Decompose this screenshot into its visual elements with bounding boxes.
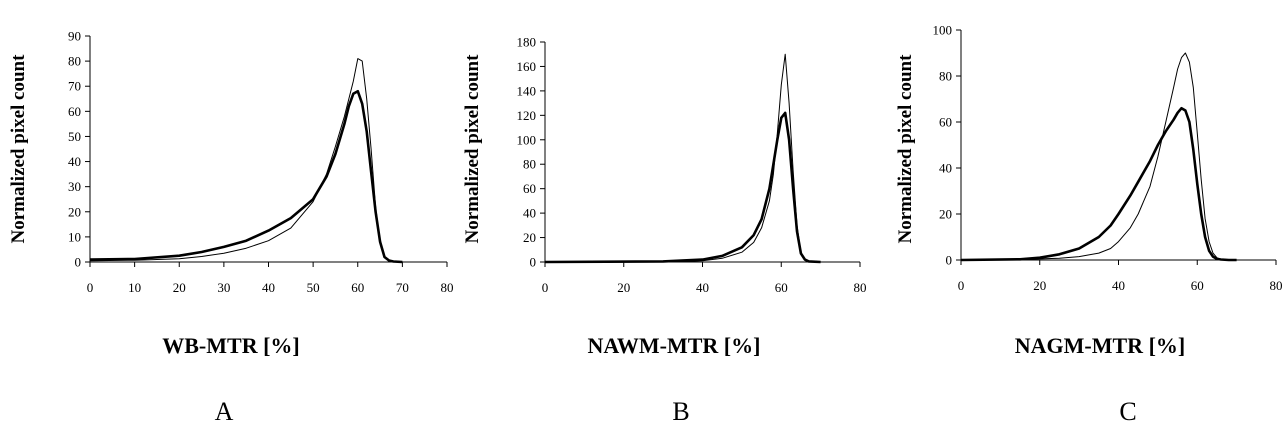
y-tick-label: 80 — [523, 157, 536, 172]
x-tick-label: 50 — [307, 280, 320, 295]
y-tick-label: 60 — [939, 115, 952, 130]
x-tick-label: 60 — [1191, 278, 1204, 293]
series-group-c — [960, 52, 1237, 262]
y-ticks-c: 0 20 40 60 80 100 — [933, 23, 961, 268]
x-tick-label: 0 — [542, 280, 549, 295]
y-tick-label: 100 — [933, 23, 953, 38]
panel-label-c: C — [1119, 397, 1136, 426]
y-tick-label: 120 — [517, 108, 537, 123]
x-tick-label: 40 — [696, 280, 709, 295]
x-axis-label-c: NAGM-MTR [%] — [1015, 333, 1185, 358]
y-tick-label: 30 — [68, 179, 81, 194]
x-tick-label: 0 — [87, 280, 94, 295]
x-axis-label-b: NAWM-MTR [%] — [588, 333, 761, 358]
y-tick-label: 50 — [68, 129, 81, 144]
series-line-thick — [544, 111, 821, 264]
y-tick-label: 0 — [530, 255, 537, 270]
series-line-thick — [89, 89, 403, 264]
x-tick-label: 40 — [262, 280, 275, 295]
series-group-b — [544, 53, 821, 264]
y-tick-label: 0 — [75, 255, 82, 270]
x-tick-label: 20 — [1033, 278, 1046, 293]
y-tick-label: 20 — [68, 204, 81, 219]
y-tick-label: 10 — [68, 229, 81, 244]
y-tick-label: 40 — [523, 206, 536, 221]
x-ticks-a: 0 10 20 30 40 50 60 70 80 — [87, 262, 454, 295]
y-axis-label-b: Normalized pixel count — [462, 54, 483, 244]
y-ticks-b: 0 20 40 60 80 100 120 140 160 180 — [517, 35, 545, 270]
y-tick-label: 60 — [68, 104, 81, 119]
y-tick-label: 80 — [68, 54, 81, 69]
y-tick-label: 0 — [946, 253, 953, 268]
y-tick-label: 90 — [68, 29, 81, 44]
y-tick-label: 180 — [517, 35, 537, 50]
x-tick-label: 0 — [958, 278, 965, 293]
series-line-thin — [960, 52, 1237, 261]
y-tick-label: 60 — [523, 181, 536, 196]
y-tick-label: 40 — [939, 161, 952, 176]
x-axis-label-a: WB-MTR [%] — [162, 333, 299, 358]
chart-panel-a: 0 10 20 30 40 50 60 70 80 90 0 10 20 30 40 50 60 70 80 No… — [8, 29, 454, 427]
x-tick-label: 80 — [441, 280, 454, 295]
x-tick-label: 20 — [617, 280, 630, 295]
x-ticks-b: 0 20 40 60 80 — [542, 262, 867, 295]
x-tick-label: 70 — [396, 280, 409, 295]
y-tick-label: 140 — [517, 83, 537, 98]
series-line-thin — [545, 53, 821, 263]
panel-label-b: B — [672, 397, 689, 426]
x-tick-label: 80 — [854, 280, 867, 295]
y-tick-label: 40 — [68, 154, 81, 169]
y-tick-label: 160 — [517, 59, 537, 74]
x-tick-label: 80 — [1270, 278, 1283, 293]
x-tick-label: 60 — [351, 280, 364, 295]
y-tick-label: 20 — [523, 230, 536, 245]
series-line-thick — [960, 106, 1237, 262]
x-tick-label: 60 — [775, 280, 788, 295]
series-line-thin — [89, 58, 403, 263]
chart-panel-b: 0 20 40 60 80 100 120 140 160 180 0 20 40 60 80 Norma… — [462, 35, 867, 427]
x-tick-label: 20 — [173, 280, 186, 295]
y-tick-label: 20 — [939, 207, 952, 222]
x-tick-label: 40 — [1112, 278, 1125, 293]
x-tick-label: 10 — [128, 280, 141, 295]
panel-label-a: A — [215, 397, 234, 426]
series-group-a — [89, 58, 403, 264]
y-axis-label-c: Normalized pixel count — [895, 54, 916, 244]
x-tick-label: 30 — [217, 280, 230, 295]
y-axis-label-a: Normalized pixel count — [8, 54, 29, 244]
chart-panel-c: 0 20 40 60 80 100 0 20 40 60 80 Normalized pixel … — [895, 23, 1283, 427]
y-tick-label: 70 — [68, 79, 81, 94]
x-ticks-c: 0 20 40 60 80 — [958, 260, 1283, 293]
y-tick-label: 80 — [939, 69, 952, 84]
y-ticks-a: 0 10 20 30 40 50 60 70 80 90 — [68, 29, 90, 270]
y-tick-label: 100 — [517, 132, 537, 147]
